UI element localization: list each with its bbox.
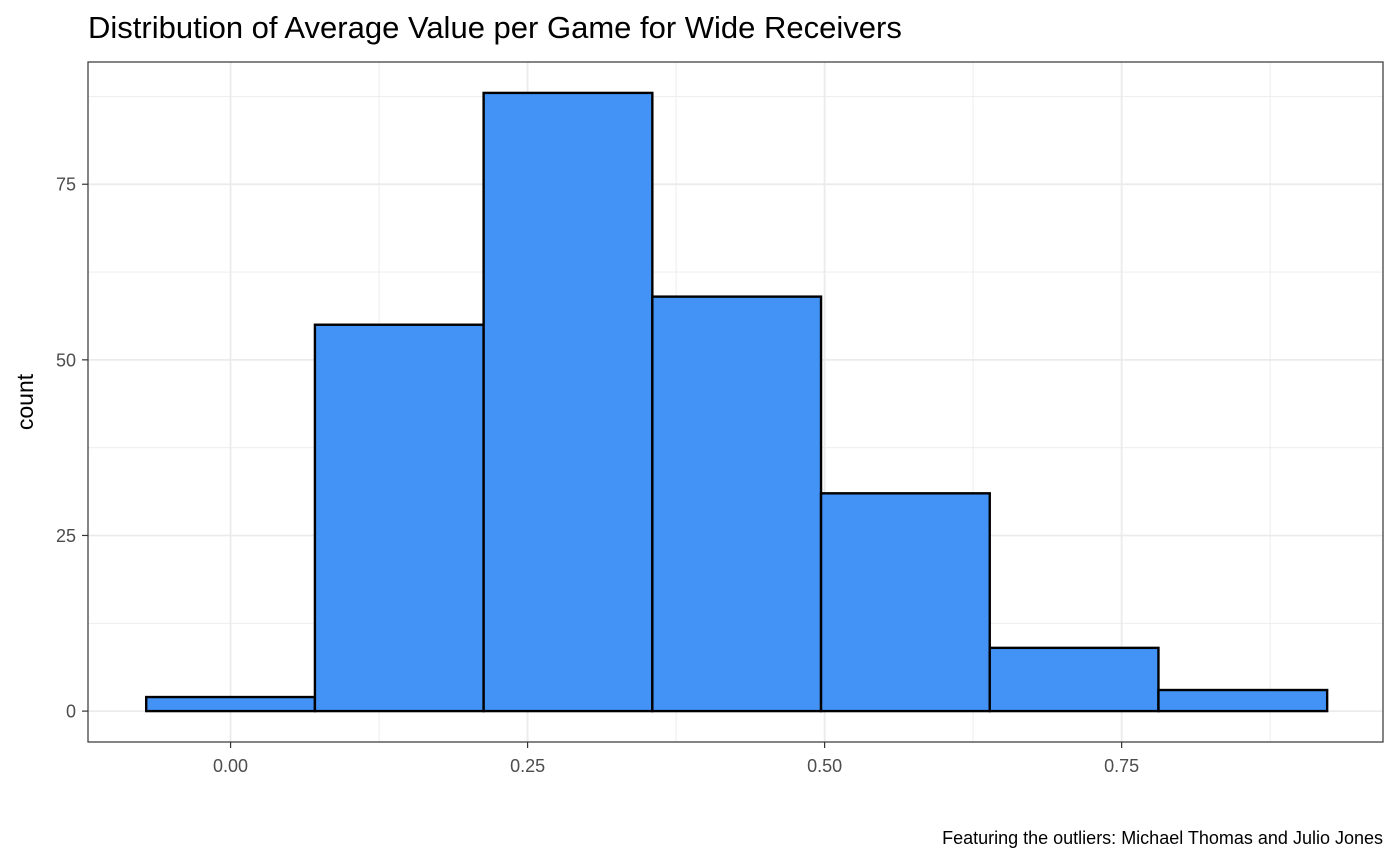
- y-axis-title: count: [12, 373, 38, 430]
- chart-caption: Featuring the outliers: Michael Thomas a…: [942, 828, 1383, 848]
- y-axis: 0 25 50 75: [56, 175, 88, 722]
- histogram-bar: [651, 295, 823, 713]
- y-tick-label: 25: [56, 526, 76, 546]
- x-tick-label: 0.75: [1104, 756, 1139, 776]
- y-tick-label: 50: [56, 350, 76, 370]
- x-tick-label: 0.00: [213, 756, 248, 776]
- plot-panel: [87, 61, 1384, 743]
- histogram-bar: [482, 91, 654, 713]
- histogram-bar: [313, 323, 485, 713]
- y-tick-label: 0: [66, 702, 76, 722]
- x-axis: 0.00 0.25 0.50 0.75: [213, 742, 1139, 776]
- y-tick-label: 75: [56, 175, 76, 195]
- x-tick-label: 0.50: [807, 756, 842, 776]
- histogram-bar: [145, 695, 317, 713]
- histogram-bar: [988, 646, 1160, 713]
- chart-title: Distribution of Average Value per Game f…: [88, 10, 902, 45]
- histogram-bars: [145, 91, 1329, 713]
- panel-border: [87, 61, 1384, 743]
- histogram-bar: [819, 492, 991, 713]
- x-tick-label: 0.25: [510, 756, 545, 776]
- histogram-bar: [1157, 688, 1329, 713]
